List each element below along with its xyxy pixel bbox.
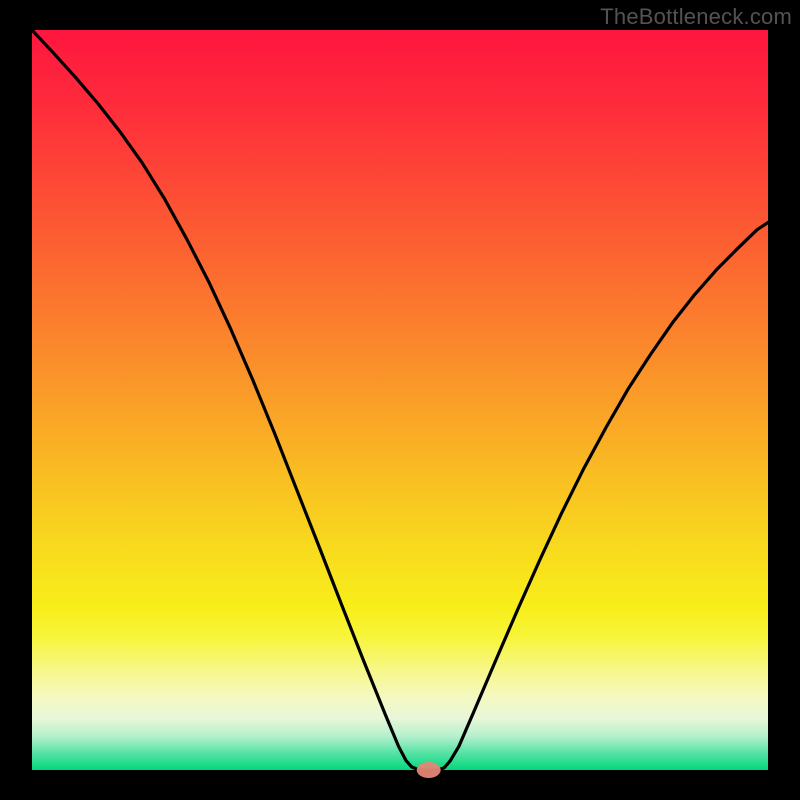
watermark-text: TheBottleneck.com xyxy=(600,4,792,30)
plot-background xyxy=(32,30,768,770)
bottleneck-chart xyxy=(0,0,800,800)
chart-container: TheBottleneck.com xyxy=(0,0,800,800)
optimum-marker xyxy=(417,762,441,778)
